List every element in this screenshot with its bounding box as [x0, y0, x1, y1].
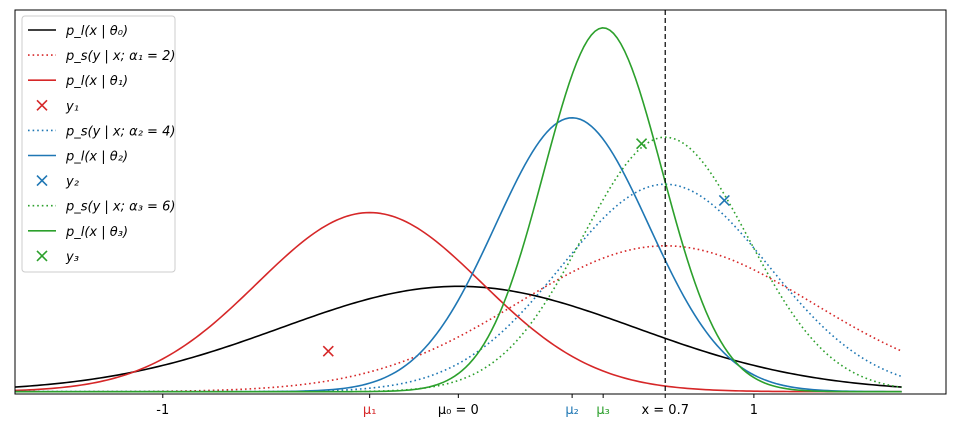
legend-label: p_l(x | θ₃) — [65, 225, 128, 240]
legend-entry: y₃ — [36, 250, 79, 265]
x-axis: -1 μ₁ μ₀ = 0 μ₂ μ₃ x = 0.7 1 — [14, 9, 947, 418]
marker-7 — [718, 194, 730, 207]
legend-label: y₁ — [65, 99, 79, 114]
legend-entry: p_l(x | θ₃) — [28, 225, 128, 240]
legend-swatch — [36, 175, 48, 187]
legend-entry: p_l(x | θ₁) — [28, 74, 128, 89]
legend-entry: p_l(x | θ₀) — [28, 24, 128, 39]
marker-10 — [636, 138, 648, 150]
legend-label: p_s(y | x; α₃ = 6) — [65, 200, 175, 215]
x-tick-label: μ₂ — [565, 403, 578, 418]
x-tick-label: μ₃ — [596, 403, 609, 418]
legend-entry: p_s(y | x; α₃ = 6) — [28, 200, 175, 215]
legend-label: y₃ — [65, 250, 79, 265]
legend-entry: y₁ — [36, 99, 79, 114]
legend-swatch — [36, 99, 48, 111]
legend-box — [21, 15, 176, 273]
axes-frame — [14, 9, 947, 395]
legend-swatch — [36, 250, 48, 262]
x-tick-label: 1 — [750, 403, 758, 418]
legend-label: p_s(y | x; α₂ = 4) — [65, 124, 175, 139]
x-tick-label: μ₁ — [363, 403, 376, 418]
x-tick-label: μ₀ = 0 — [438, 403, 479, 418]
legend: p_l(x | θ₀) p_s(y | x; α₁ = 2) p_l(x | θ₁)… — [21, 15, 176, 273]
legend-label: p_l(x | θ₂) — [65, 150, 128, 165]
legend-label: y₂ — [65, 175, 79, 190]
legend-entry: p_l(x | θ₂) — [28, 150, 128, 165]
legend-label: p_l(x | θ₀) — [65, 24, 128, 39]
x-tick-label: -1 — [156, 403, 169, 418]
plot-area — [14, 10, 902, 394]
legend-entry: p_s(y | x; α₁ = 2) — [28, 49, 175, 64]
legend-label: p_l(x | θ₁) — [65, 74, 128, 89]
marker-4 — [322, 345, 334, 357]
legend-entry: y₂ — [36, 175, 79, 190]
x-tick-label: x = 0.7 — [641, 403, 689, 418]
curve-1 — [14, 285, 902, 388]
legend-label: p_s(y | x; α₁ = 2) — [65, 49, 175, 64]
curve-9 — [15, 27, 902, 393]
legend-entry: p_s(y | x; α₂ = 4) — [28, 124, 175, 139]
curve-3 — [14, 211, 902, 393]
